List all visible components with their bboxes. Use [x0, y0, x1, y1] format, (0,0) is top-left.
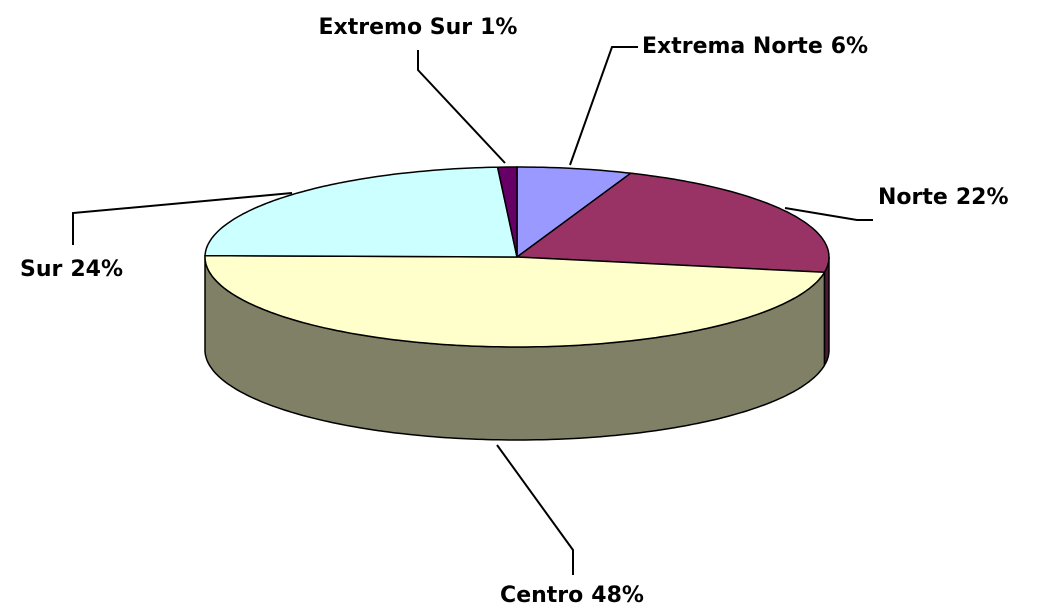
- slice: [204, 254, 826, 348]
- leader-line: [784, 207, 873, 221]
- slice-label: Centro 48%: [500, 583, 644, 608]
- leader-line: [417, 50, 506, 164]
- slice: [496, 166, 518, 258]
- value-label: 22%: [956, 185, 1009, 210]
- category-label: Centro: [500, 583, 583, 608]
- slice-label: Sur 24%: [20, 257, 123, 282]
- category-label: Extremo Sur: [319, 15, 473, 40]
- leader-line: [496, 444, 574, 575]
- value-label: 6%: [831, 34, 868, 59]
- slice: [514, 172, 830, 274]
- category-label: Norte: [878, 185, 948, 210]
- slice: [516, 166, 633, 259]
- slice-label: Extremo Sur 1%: [319, 15, 518, 40]
- slice: [204, 166, 518, 258]
- category-label: Extrema Norte: [642, 34, 823, 59]
- value-label: 1%: [480, 15, 517, 40]
- value-label: 48%: [591, 583, 644, 608]
- slice-label: Norte 22%: [878, 185, 1009, 210]
- category-label: Sur: [20, 257, 63, 282]
- leader-line: [72, 192, 293, 245]
- slice-label: Extrema Norte 6%: [642, 34, 868, 59]
- value-label: 24%: [70, 257, 123, 282]
- leader-line: [569, 46, 638, 166]
